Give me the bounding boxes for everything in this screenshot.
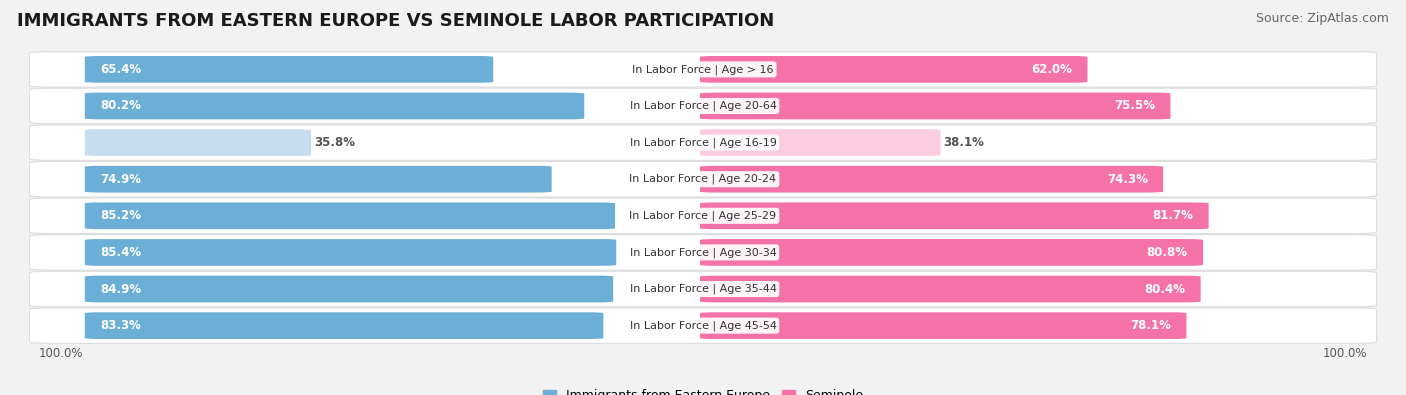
- FancyBboxPatch shape: [30, 162, 1376, 197]
- Text: 35.8%: 35.8%: [315, 136, 356, 149]
- Text: In Labor Force | Age 35-44: In Labor Force | Age 35-44: [630, 284, 776, 294]
- Text: 62.0%: 62.0%: [1031, 63, 1073, 76]
- Text: In Labor Force | Age 25-29: In Labor Force | Age 25-29: [630, 211, 776, 221]
- Text: 83.3%: 83.3%: [100, 319, 141, 332]
- Text: 74.3%: 74.3%: [1107, 173, 1147, 186]
- Legend: Immigrants from Eastern Europe, Seminole: Immigrants from Eastern Europe, Seminole: [538, 384, 868, 395]
- Text: In Labor Force | Age 16-19: In Labor Force | Age 16-19: [630, 137, 776, 148]
- FancyBboxPatch shape: [30, 198, 1376, 233]
- Text: 100.0%: 100.0%: [38, 347, 83, 360]
- FancyBboxPatch shape: [30, 125, 1376, 160]
- Text: 85.2%: 85.2%: [100, 209, 141, 222]
- Text: In Labor Force | Age 20-64: In Labor Force | Age 20-64: [630, 101, 776, 111]
- Text: 80.2%: 80.2%: [100, 100, 141, 113]
- FancyBboxPatch shape: [30, 88, 1376, 124]
- Text: In Labor Force | Age > 16: In Labor Force | Age > 16: [633, 64, 773, 75]
- Text: 81.7%: 81.7%: [1153, 209, 1194, 222]
- FancyBboxPatch shape: [84, 276, 613, 303]
- FancyBboxPatch shape: [700, 239, 1204, 266]
- Text: 65.4%: 65.4%: [100, 63, 141, 76]
- FancyBboxPatch shape: [30, 271, 1376, 307]
- FancyBboxPatch shape: [700, 92, 1170, 119]
- FancyBboxPatch shape: [700, 203, 1209, 229]
- Text: 85.4%: 85.4%: [100, 246, 141, 259]
- FancyBboxPatch shape: [30, 308, 1376, 343]
- Text: 80.4%: 80.4%: [1144, 282, 1185, 295]
- FancyBboxPatch shape: [700, 312, 1187, 339]
- FancyBboxPatch shape: [700, 129, 941, 156]
- Text: In Labor Force | Age 20-24: In Labor Force | Age 20-24: [630, 174, 776, 184]
- Text: 74.9%: 74.9%: [100, 173, 141, 186]
- FancyBboxPatch shape: [700, 276, 1201, 303]
- Text: 80.8%: 80.8%: [1147, 246, 1188, 259]
- FancyBboxPatch shape: [84, 166, 551, 192]
- FancyBboxPatch shape: [84, 129, 311, 156]
- Text: IMMIGRANTS FROM EASTERN EUROPE VS SEMINOLE LABOR PARTICIPATION: IMMIGRANTS FROM EASTERN EUROPE VS SEMINO…: [17, 12, 775, 30]
- Text: 38.1%: 38.1%: [943, 136, 984, 149]
- FancyBboxPatch shape: [84, 92, 585, 119]
- FancyBboxPatch shape: [84, 239, 616, 266]
- FancyBboxPatch shape: [700, 166, 1163, 192]
- Text: 100.0%: 100.0%: [1323, 347, 1367, 360]
- Text: In Labor Force | Age 30-34: In Labor Force | Age 30-34: [630, 247, 776, 258]
- FancyBboxPatch shape: [84, 312, 603, 339]
- Text: 84.9%: 84.9%: [100, 282, 141, 295]
- FancyBboxPatch shape: [30, 235, 1376, 270]
- Text: 75.5%: 75.5%: [1114, 100, 1156, 113]
- Text: Source: ZipAtlas.com: Source: ZipAtlas.com: [1256, 12, 1389, 25]
- FancyBboxPatch shape: [84, 203, 614, 229]
- FancyBboxPatch shape: [700, 56, 1087, 83]
- FancyBboxPatch shape: [30, 52, 1376, 87]
- Text: In Labor Force | Age 45-54: In Labor Force | Age 45-54: [630, 320, 776, 331]
- FancyBboxPatch shape: [84, 56, 494, 83]
- Text: 78.1%: 78.1%: [1130, 319, 1171, 332]
